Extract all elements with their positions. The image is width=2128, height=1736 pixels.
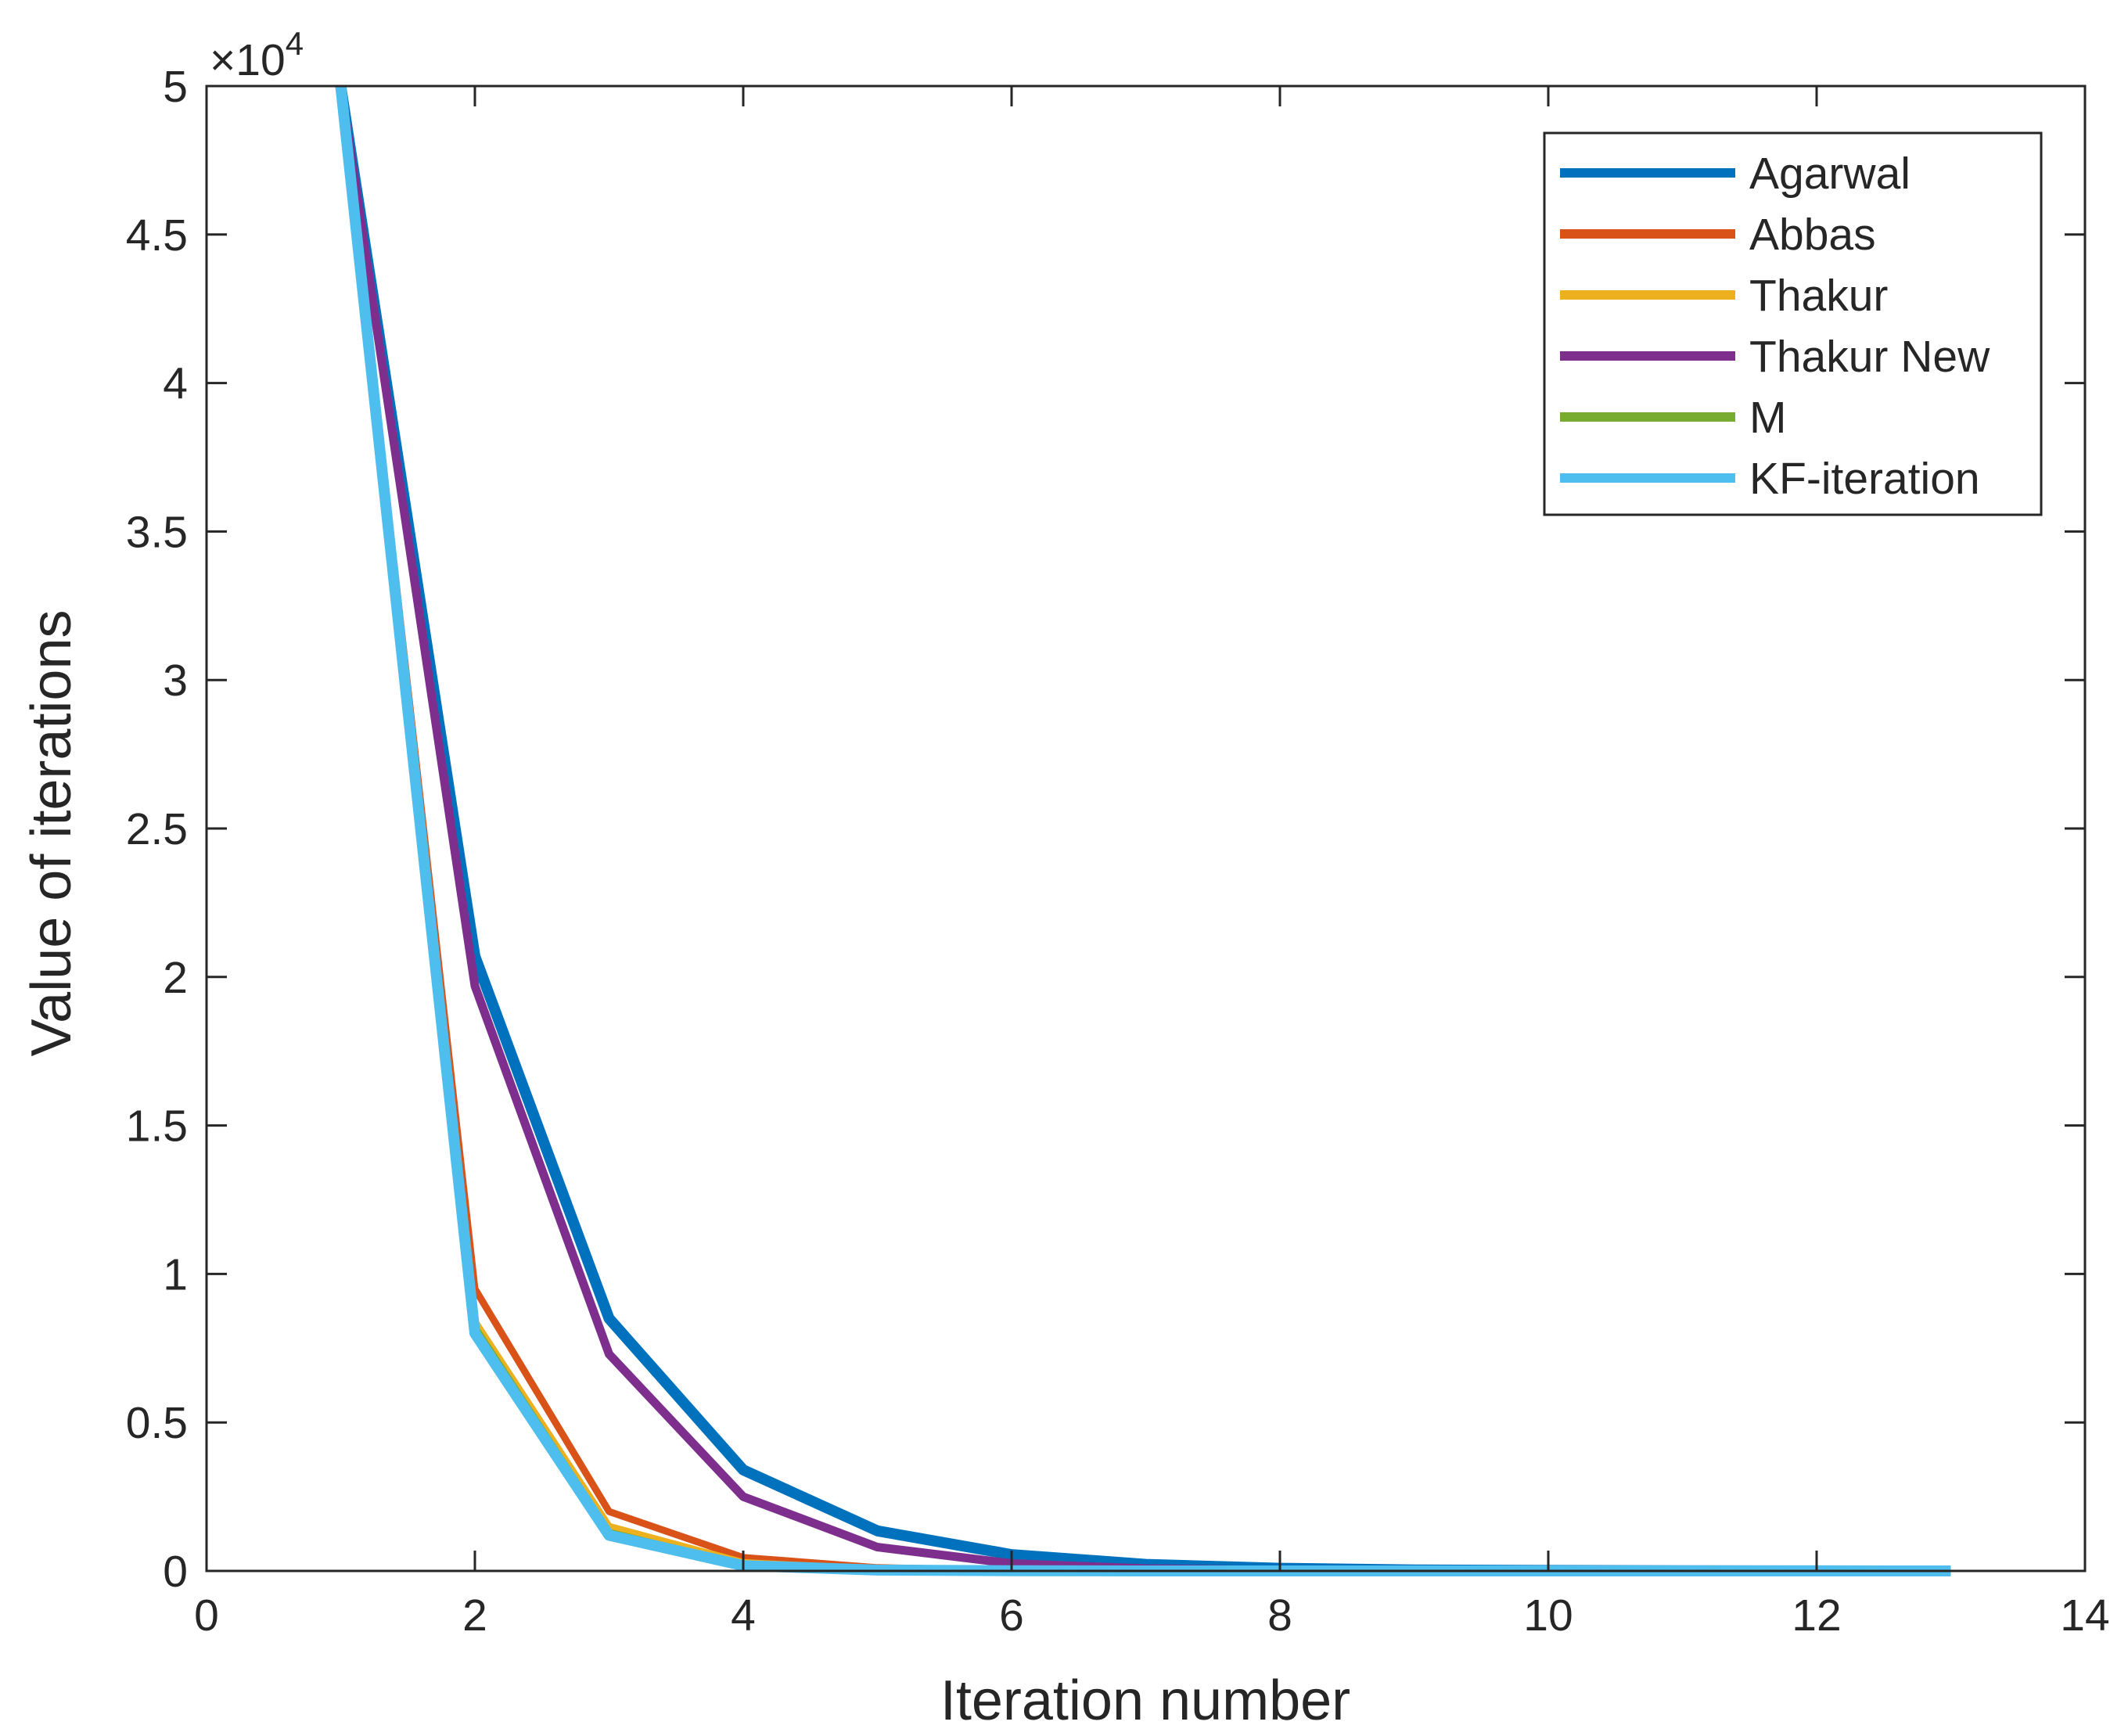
y-tick-label: 3 bbox=[163, 656, 188, 706]
y-tick-label: 2 bbox=[163, 953, 188, 1003]
legend-label: KF-iteration bbox=[1749, 454, 1980, 504]
x-tick-label: 8 bbox=[1267, 1590, 1292, 1641]
legend-label: Thakur bbox=[1749, 271, 1888, 321]
legend-label: Agarwal bbox=[1749, 149, 1911, 199]
y-tick-label: 1 bbox=[163, 1249, 188, 1299]
y-axis: 0 0.5 1 1.5 2 2.5 3 3.5 4 4.5 5 bbox=[126, 62, 2085, 1597]
x-axis-title: Iteration number bbox=[940, 1670, 1350, 1732]
x-tick-label: 2 bbox=[462, 1590, 487, 1641]
y-tick-label: 3.5 bbox=[126, 507, 188, 557]
y-tick-label: 0 bbox=[163, 1547, 188, 1597]
legend-label: Abbas bbox=[1749, 210, 1876, 260]
x-tick-label: 0 bbox=[194, 1590, 219, 1641]
legend-box bbox=[1543, 131, 2043, 516]
y-multiplier-exponent: 4 bbox=[286, 25, 304, 62]
x-axis: 0 2 4 6 8 10 12 14 bbox=[194, 86, 2110, 1641]
y-tick-label: 4 bbox=[163, 359, 188, 409]
y-tick-label: 2.5 bbox=[126, 804, 188, 854]
x-tick-label: 4 bbox=[731, 1590, 756, 1641]
y-tick-label: 0.5 bbox=[126, 1398, 188, 1448]
legend-label: M bbox=[1749, 393, 1786, 443]
legend: Agarwal Abbas Thakur Thakur New M KF-iteratio… bbox=[1543, 131, 2043, 516]
y-multiplier-base: ×10 bbox=[210, 35, 286, 85]
legend-label: Thakur New bbox=[1749, 332, 1990, 382]
x-tick-label: 6 bbox=[999, 1590, 1024, 1641]
x-tick-label: 14 bbox=[2060, 1590, 2109, 1641]
y-tick-label: 4.5 bbox=[126, 210, 188, 261]
y-tick-label: 5 bbox=[163, 62, 188, 112]
y-axis-title: Value of iterations bbox=[20, 609, 83, 1056]
y-tick-label: 1.5 bbox=[126, 1102, 188, 1152]
y-axis-multiplier: ×104 bbox=[210, 25, 304, 85]
x-tick-label: 10 bbox=[1523, 1590, 1573, 1641]
x-tick-label: 12 bbox=[1792, 1590, 1841, 1641]
